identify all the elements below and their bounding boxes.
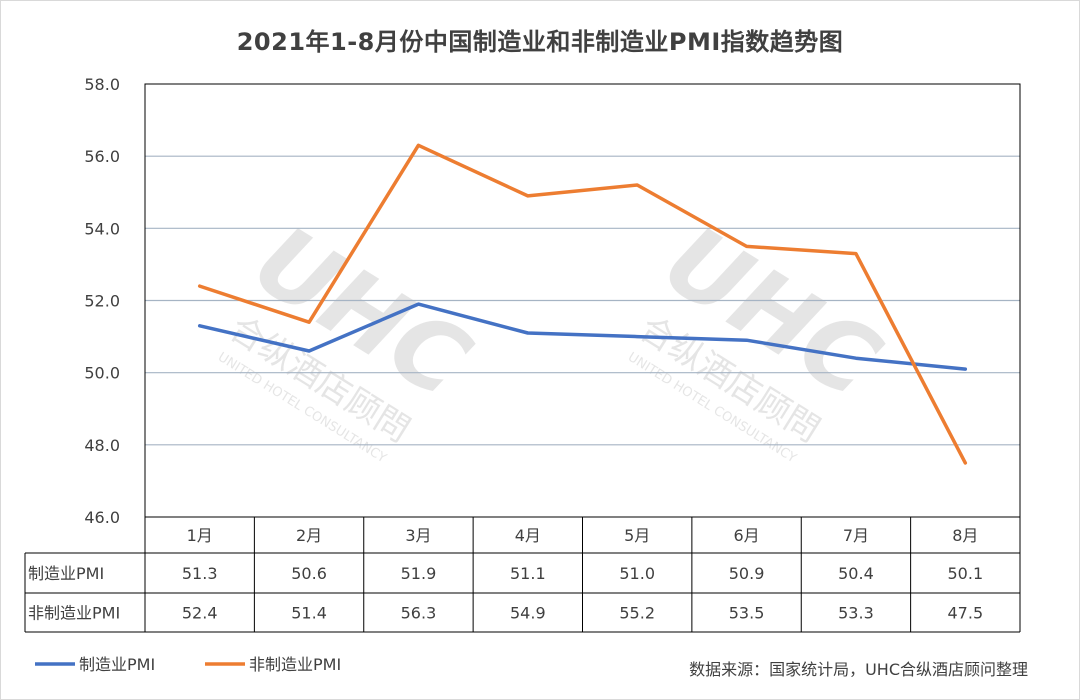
series-line-2: [197, 143, 968, 465]
table-cell: 50.6: [291, 564, 327, 583]
table-cell: 51.9: [401, 564, 437, 583]
table-cell: 53.3: [838, 604, 874, 623]
table-cell: 55.2: [619, 604, 655, 623]
x-tick-label: 8月: [952, 526, 978, 545]
table-row-header: 非制造业PMI: [28, 604, 120, 623]
table-cell: 56.3: [401, 604, 437, 623]
table-cell: 52.4: [182, 604, 218, 623]
y-tick-56.0: 56.0: [84, 147, 120, 166]
x-tick-label: 3月: [405, 526, 431, 545]
x-tick-label: 4月: [515, 526, 541, 545]
x-tick-label: 1月: [187, 526, 213, 545]
y-tick-52.0: 52.0: [84, 292, 120, 311]
table-cell: 51.3: [182, 564, 218, 583]
x-tick-label: 5月: [624, 526, 650, 545]
table-cell: 53.5: [729, 604, 765, 623]
series-line-1: [197, 302, 968, 371]
table-cell: 51.1: [510, 564, 546, 583]
table-cell: 54.9: [510, 604, 546, 623]
table-cell: 50.4: [838, 564, 874, 583]
y-tick-50.0: 50.0: [84, 364, 120, 383]
table-row-header: 制造业PMI: [28, 564, 104, 583]
table-cell: 47.5: [948, 604, 984, 623]
x-tick-label: 7月: [843, 526, 869, 545]
legend-label: 制造业PMI: [79, 655, 155, 674]
y-tick-58.0: 58.0: [84, 75, 120, 94]
y-tick-46.0: 46.0: [84, 508, 120, 527]
chart-title: 2021年1-8月份中国制造业和非制造业PMI指数趋势图: [236, 28, 844, 56]
table-cell: 50.1: [948, 564, 984, 583]
y-tick-48.0: 48.0: [84, 436, 120, 455]
table-cell: 50.9: [729, 564, 765, 583]
legend-label: 非制造业PMI: [249, 655, 341, 674]
source-note: 数据来源：国家统计局，UHC合纵酒店顾问整理: [689, 660, 1028, 679]
y-tick-54.0: 54.0: [84, 219, 120, 238]
x-tick-label: 6月: [733, 526, 759, 545]
x-tick-label: 2月: [296, 526, 322, 545]
table-cell: 51.4: [291, 604, 327, 623]
table-cell: 51.0: [619, 564, 655, 583]
